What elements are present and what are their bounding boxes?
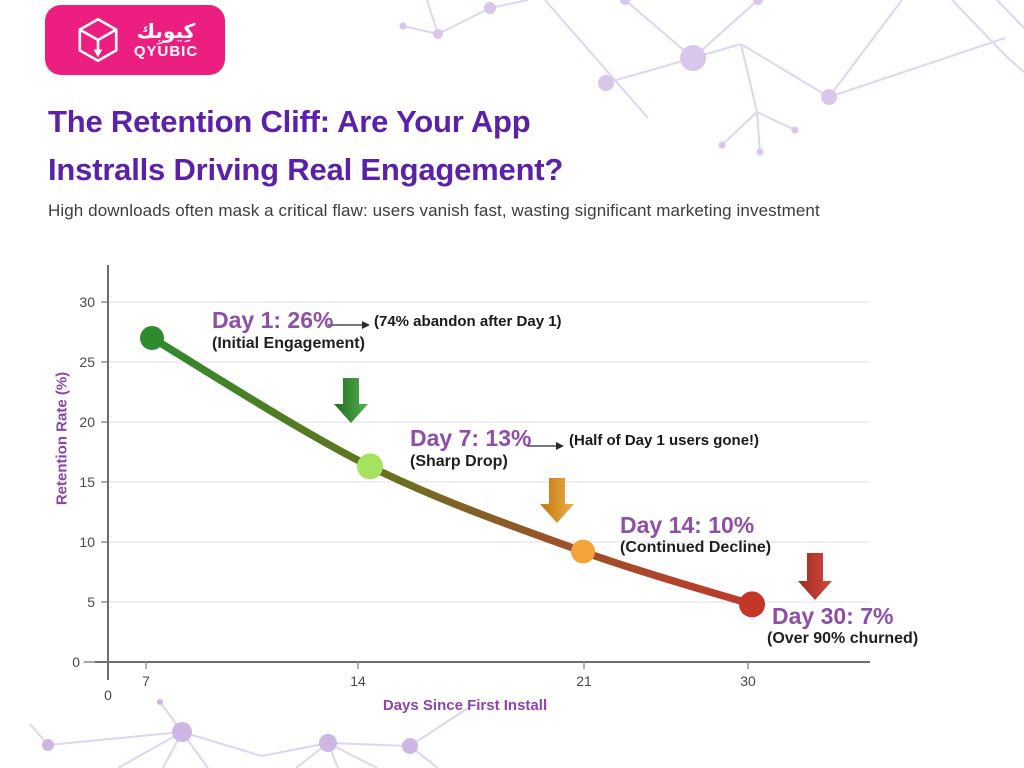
decor-node — [753, 0, 763, 5]
callout-arrowhead-icon — [362, 321, 370, 329]
x-axis-title: Days Since First Install — [382, 697, 548, 714]
decor-node — [620, 0, 630, 5]
decor-node — [484, 2, 496, 14]
retention-plot-svg: 0 5 10 15 20 25 30 7 14 21 30 0 — [72, 265, 870, 703]
annotation-day1-callout: (74% abandon after Day 1) — [374, 313, 562, 330]
decor-edge — [740, 43, 830, 98]
callout-arrowhead-icon — [556, 442, 564, 450]
data-point-day-7 — [357, 453, 383, 480]
decor-node — [821, 89, 837, 105]
decor-edge — [740, 43, 758, 113]
logo-arabic-name: كِيوبِك — [136, 19, 196, 43]
decor-edge — [624, 0, 694, 59]
annotation-day1-title: Day 1: 26% — [212, 307, 334, 333]
decor-node — [791, 126, 799, 134]
annotation-day14-subtitle: (Continued Decline) — [620, 539, 772, 556]
data-point-day-14 — [571, 539, 595, 564]
decor-edge — [996, 0, 1024, 29]
data-point-day-1 — [140, 326, 164, 350]
page-subtitle: High downloads often mask a critical fla… — [48, 201, 820, 220]
y-tick-label: 30 — [79, 294, 95, 310]
down-arrow-icon — [334, 378, 368, 423]
decor-edge — [605, 57, 694, 84]
y-tick-label: 5 — [87, 594, 95, 610]
page-title: The Retention Cliff: Are Your App Instra… — [48, 98, 563, 194]
x-tick-label: 14 — [350, 673, 366, 689]
page-title-line1: The Retention Cliff: Are Your App — [48, 104, 531, 139]
down-arrow-icon — [798, 553, 832, 600]
cube-download-icon — [78, 17, 118, 63]
decor-edge — [692, 43, 742, 59]
y-tick-label: 25 — [79, 354, 95, 370]
annotation-day30-subtitle: (Over 90% churned) — [767, 630, 919, 647]
retention-curve — [148, 334, 756, 609]
decor-node — [433, 29, 443, 39]
annotation-day1-subtitle: (Initial Engagement) — [212, 335, 365, 352]
data-point-day-30 — [739, 591, 765, 618]
decor-edge — [828, 37, 1006, 98]
annotation-day30-title: Day 30: 7% — [772, 603, 894, 629]
y-tick-label: 20 — [79, 414, 95, 430]
decor-edge — [437, 7, 491, 35]
annotation-day14-title: Day 14: 10% — [620, 512, 755, 538]
qyubic-logo: كِيوبِك QYUBIC — [45, 5, 225, 75]
decor-node — [718, 141, 726, 149]
x-tick-label: 21 — [576, 673, 592, 689]
annotation-day7-title: Day 7: 13% — [410, 425, 532, 451]
origin-label: 0 — [104, 687, 112, 703]
retention-chart: 0 5 10 15 20 25 30 7 14 21 30 0 Retention Rate (%) … — [40, 255, 1000, 755]
decor-edge — [951, 0, 1009, 59]
decor-edge — [426, 0, 439, 35]
y-tick-label: 0 — [72, 654, 80, 670]
decor-node — [598, 75, 614, 91]
decor-edge — [756, 111, 796, 131]
x-tick-label: 30 — [740, 673, 756, 689]
decor-node — [756, 148, 764, 156]
decor-node — [399, 22, 407, 30]
decor-node — [680, 45, 706, 71]
y-axis-title: Retention Rate (%) — [53, 371, 71, 506]
decor-edge — [756, 111, 761, 153]
decor-edge — [721, 111, 758, 146]
y-tick-label: 15 — [79, 474, 95, 490]
down-arrow-icon — [540, 478, 574, 523]
y-tick-label: 10 — [79, 534, 95, 550]
annotation-day7-subtitle: (Sharp Drop) — [410, 453, 508, 470]
decor-edge — [402, 25, 439, 35]
page-title-line2: Instralls Driving Real Engagement? — [48, 152, 564, 187]
x-tick-label: 7 — [142, 673, 150, 689]
decor-edge — [489, 0, 529, 9]
annotation-day7-callout: (Half of Day 1 users gone!) — [569, 432, 760, 449]
logo-latin-name: QYUBIC — [133, 43, 199, 60]
decor-edge — [828, 0, 903, 98]
decor-edge — [692, 0, 759, 59]
decor-edge — [1007, 57, 1024, 73]
